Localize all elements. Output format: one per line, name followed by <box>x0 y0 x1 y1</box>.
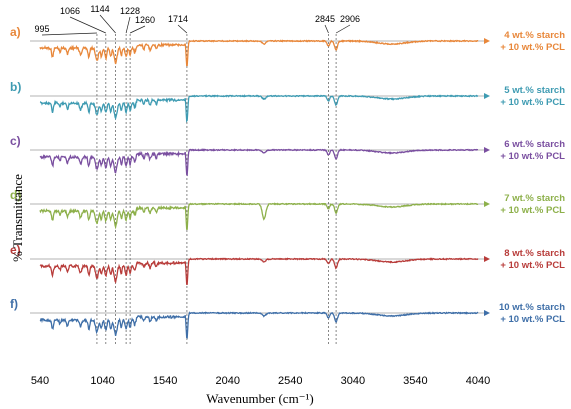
panel-label-2: b) <box>10 80 21 94</box>
panel-label-3: c) <box>10 134 21 148</box>
peak-label-995: 995 <box>34 24 49 34</box>
x-tick-label-2040: 2040 <box>215 375 239 387</box>
legend-line1-4: 7 wt.% starch <box>504 193 565 204</box>
spectrum-line-5 <box>39 257 479 285</box>
legend-line2-3: + 10 wt.% PCL <box>500 151 565 162</box>
baseline-arrow-5 <box>484 256 490 262</box>
peak-pointer-1260 <box>129 25 146 34</box>
peak-pointer-1144 <box>99 14 116 34</box>
spectrum-line-2 <box>39 94 479 123</box>
peak-label-1066: 1066 <box>60 6 80 16</box>
x-tick-label-3540: 3540 <box>403 375 427 387</box>
peak-label-1228: 1228 <box>120 6 140 16</box>
panel-label-6: f) <box>10 297 18 311</box>
baseline-arrow-2 <box>484 93 490 99</box>
x-tick-label-4040: 4040 <box>466 375 490 387</box>
peak-label-1260: 1260 <box>135 15 155 25</box>
baseline-arrow-1 <box>484 38 490 44</box>
y-axis-label: % Transmittance <box>10 174 25 262</box>
peak-label-2906: 2906 <box>340 14 360 24</box>
baseline-arrow-3 <box>484 147 490 153</box>
legend-line1-6: 10 wt.% starch <box>499 302 565 313</box>
peak-pointer-1714 <box>177 24 188 34</box>
baselines-layer <box>30 38 490 316</box>
legend-line2-6: + 10 wt.% PCL <box>500 314 565 325</box>
legend-line2-1: + 10 wt.% PCL <box>500 42 565 53</box>
legend-line1-3: 6 wt.% starch <box>504 139 565 150</box>
spectrum-line-4 <box>39 202 479 230</box>
baseline-arrow-6 <box>484 310 490 316</box>
legend-line2-4: + 10 wt.% PCL <box>500 205 565 216</box>
x-axis-label: Wavenumber (cm⁻¹) <box>206 391 314 406</box>
x-tick-label-540: 540 <box>31 375 49 387</box>
peak-label-1144: 1144 <box>90 4 109 14</box>
peak-pointer-1228 <box>125 16 131 34</box>
x-tick-label-1540: 1540 <box>153 375 177 387</box>
peak-guides-layer <box>96 34 337 345</box>
x-tick-label-1040: 1040 <box>90 375 114 387</box>
peak-label-1714: 1714 <box>168 14 188 24</box>
legend-line2-5: + 10 wt.% PCL <box>500 260 565 271</box>
x-tick-label-3040: 3040 <box>341 375 365 387</box>
panel-label-1: a) <box>10 25 21 39</box>
legend-line1-2: 5 wt.% starch <box>504 85 565 96</box>
panel-label-5: e) <box>10 243 21 257</box>
legend-line1-5: 8 wt.% starch <box>504 248 565 259</box>
spectrum-line-6 <box>39 311 479 339</box>
baseline-arrow-4 <box>484 201 490 207</box>
x-axis: 540 1040 1540 2040 2540 3040 3540 4040 <box>31 375 490 387</box>
x-tick-label-2540: 2540 <box>278 375 302 387</box>
spectrum-line-3 <box>39 148 478 177</box>
peak-pointer-2906 <box>335 24 351 34</box>
legend-line2-2: + 10 wt.% PCL <box>500 97 565 108</box>
panel-labels-layer: a) b) c) d) e) f) <box>10 25 21 311</box>
panel-label-4: d) <box>10 188 21 202</box>
peak-pointer-1066 <box>69 16 106 34</box>
peak-label-2845: 2845 <box>315 14 335 24</box>
peak-pointer-2845 <box>324 24 329 34</box>
peak-pointer-995 <box>41 32 97 36</box>
spectrum-line-1 <box>39 39 479 67</box>
legend-line1-1: 4 wt.% starch <box>504 30 565 41</box>
spectra-layer <box>39 39 479 339</box>
